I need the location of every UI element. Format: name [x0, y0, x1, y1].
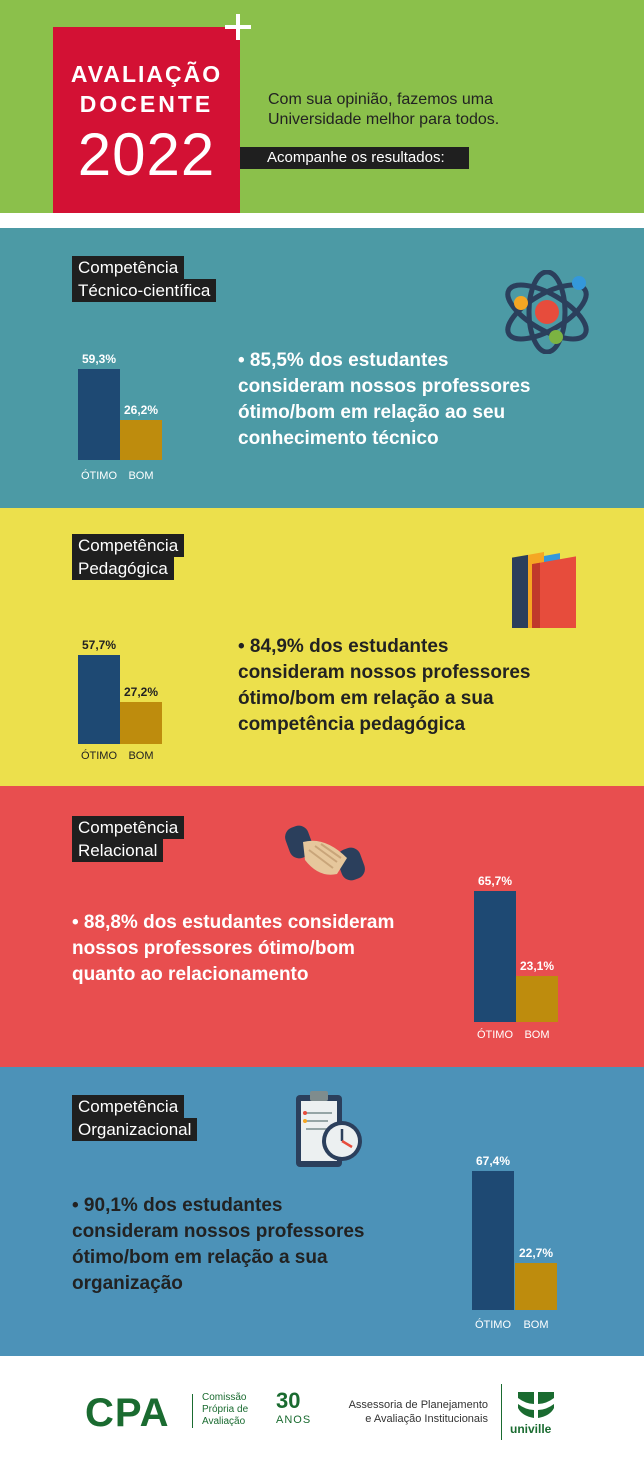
bar-chart: 59,3% 26,2%: [78, 324, 168, 460]
title-box: AVALIAÇÃO DOCENTE 2022: [53, 27, 240, 213]
univille-leaf-icon: [518, 1392, 554, 1418]
section-text: • 90,1% dos estudantes consideram nossos…: [72, 1195, 365, 1294]
bar-bom: [516, 975, 558, 1022]
section-organizacional: Competência Organizacional • 90,1% dos e…: [0, 1067, 644, 1356]
bar-value-bom: 22,7%: [518, 1246, 554, 1261]
section-label-line-2: Pedagógica: [72, 557, 174, 580]
cpa-logo: CPA: [85, 1391, 170, 1435]
cpa-divider: [192, 1394, 193, 1428]
cpa-subtitle-line-2: Própria de: [202, 1404, 249, 1415]
follow-results-label: Acompanhe os resultados:: [240, 147, 469, 169]
bar-category-otimo: ÓTIMO: [476, 1029, 514, 1041]
bar-value-bom: 23,1%: [519, 958, 555, 973]
anos-30-logo: 30: [276, 1388, 301, 1413]
section-text: • 84,9% dos estudantes consideram nossos…: [238, 636, 531, 735]
section-text: • 85,5% dos estudantes consideram nossos…: [238, 350, 531, 449]
bar-value-otimo: 59,3%: [81, 351, 117, 366]
anos-label: ANOS: [276, 1414, 312, 1426]
bar-category-otimo: ÓTIMO: [80, 470, 118, 482]
bar-bom: [515, 1263, 557, 1310]
bar-value-bom: 26,2%: [123, 402, 159, 417]
bar-chart: 67,4% 22,7%: [472, 1151, 562, 1310]
assessoria-line-2: e Avaliação Institucionais: [365, 1413, 488, 1425]
footer-divider: [501, 1384, 502, 1440]
tagline: Com sua opinião, fazemos uma Universidad…: [268, 91, 500, 128]
section-label-line-2: Organizacional: [72, 1118, 198, 1141]
bar-category-otimo: ÓTIMO: [474, 1319, 512, 1331]
bar-chart: 57,7% 27,2%: [78, 610, 168, 744]
bar-bom: [120, 419, 162, 460]
bar-bom: [120, 702, 162, 744]
bar-value-otimo: 65,7%: [477, 873, 513, 888]
cpa-subtitle-line-3: Avaliação: [202, 1416, 246, 1427]
footer: CPA Comissão Própria de Avaliação 30 ANO…: [0, 1356, 644, 1463]
bar-otimo: [472, 1171, 514, 1310]
section-text: • 88,8% dos estudantes consideram nossos…: [72, 912, 395, 985]
section-tecnico-cientifica: Competência Técnico-científica 59,3% 26,…: [0, 228, 644, 508]
bar-category-bom: BOM: [523, 1319, 549, 1331]
title-year: 2022: [77, 121, 216, 188]
handshake-icon: [285, 825, 365, 881]
assessoria-text: Assessoria de Planejamento e Avaliação I…: [338, 1398, 488, 1426]
bar-category-bom: BOM: [128, 470, 154, 482]
books-icon: [512, 552, 576, 628]
section-label-line-2: Técnico-científica: [72, 279, 217, 302]
section-relacional: Competência Relacional • 88,8% dos estud…: [0, 786, 644, 1067]
bar-chart: 65,7% 23,1%: [474, 870, 564, 1022]
section-label-line-1: Competência: [72, 534, 185, 557]
bar-category-bom: BOM: [524, 1029, 550, 1041]
section-label-line-1: Competência: [72, 256, 185, 279]
assessoria-line-1: Assessoria de Planejamento: [348, 1399, 488, 1411]
bar-category-otimo: ÓTIMO: [80, 750, 118, 762]
clipboard-clock-icon: [296, 1091, 362, 1167]
univille-logo-text: univille: [510, 1422, 552, 1436]
section-label-line-2: Relacional: [72, 839, 164, 862]
bar-otimo: [78, 655, 120, 744]
plus-icon: [225, 14, 251, 40]
bar-otimo: [474, 890, 516, 1022]
title-line-2: DOCENTE: [79, 91, 214, 117]
section-label-line-1: Competência: [72, 1095, 185, 1118]
bar-value-otimo: 67,4%: [475, 1154, 511, 1169]
bar-value-otimo: 57,7%: [81, 638, 117, 653]
cpa-subtitle-line-1: Comissão: [202, 1392, 247, 1403]
cpa-subtitle: Comissão Própria de Avaliação: [202, 1392, 248, 1428]
section-pedagogica: Competência Pedagógica 57,7% 27,2% ÓTIMO…: [0, 508, 644, 786]
title-line-1: AVALIAÇÃO: [70, 61, 223, 87]
bar-value-bom: 27,2%: [123, 685, 159, 700]
header-banner: AVALIAÇÃO DOCENTE 2022 Com sua opinião, …: [0, 0, 644, 213]
bar-otimo: [78, 368, 120, 460]
section-label-line-1: Competência: [72, 816, 185, 839]
bar-category-bom: BOM: [128, 750, 154, 762]
atom-icon: [505, 270, 589, 354]
